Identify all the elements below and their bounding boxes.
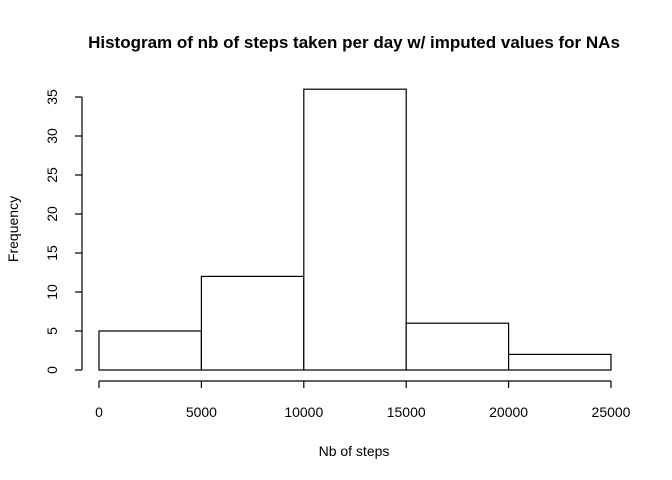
x-tick-label: 5000 <box>186 404 217 420</box>
x-tick-label: 20000 <box>489 404 528 420</box>
y-tick-label: 0 <box>44 366 60 374</box>
x-axis-label: Nb of steps <box>319 443 390 459</box>
y-tick-label: 20 <box>44 206 60 222</box>
histogram-bar-2 <box>304 89 406 370</box>
histogram-bar-0 <box>99 331 201 370</box>
histogram-bar-4 <box>509 354 611 370</box>
y-tick-label: 25 <box>44 167 60 183</box>
bars-group <box>99 89 611 370</box>
histogram-bar-3 <box>406 323 508 370</box>
y-axis-label: Frequency <box>5 196 21 262</box>
y-tick-label: 30 <box>44 128 60 144</box>
x-axis: 0 5000 10000 15000 20000 25000 <box>95 381 631 420</box>
histogram-bar-1 <box>201 276 303 370</box>
y-tick-label: 10 <box>44 284 60 300</box>
y-tick-label: 15 <box>44 245 60 261</box>
y-axis: 0 5 10 15 20 25 30 35 <box>44 89 82 374</box>
chart-title: Histogram of nb of steps taken per day w… <box>88 33 620 52</box>
x-tick-label: 25000 <box>592 404 631 420</box>
x-tick-label: 10000 <box>284 404 323 420</box>
y-tick-label: 5 <box>44 327 60 335</box>
x-tick-label: 0 <box>95 404 103 420</box>
y-tick-label: 35 <box>44 89 60 105</box>
x-tick-label: 15000 <box>387 404 426 420</box>
